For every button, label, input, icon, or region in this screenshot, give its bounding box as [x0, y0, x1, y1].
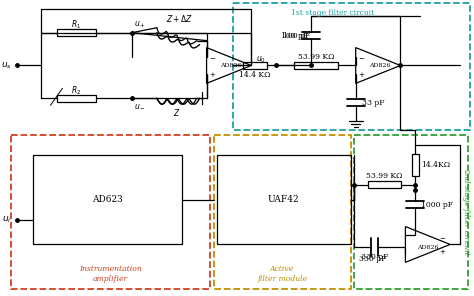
Bar: [243, 62, 266, 69]
Text: 33 pF: 33 pF: [362, 99, 384, 107]
Text: 1000 pF: 1000 pF: [421, 201, 453, 209]
Text: $-$: $-$: [358, 52, 365, 61]
Text: $u_i$: $u_i$: [2, 214, 12, 225]
Text: 330 pF: 330 pF: [359, 255, 386, 263]
Text: $u_s$: $u_s$: [1, 60, 12, 71]
Bar: [294, 62, 338, 69]
Bar: [367, 181, 401, 188]
Text: AD826: AD826: [417, 245, 438, 250]
Text: $-$: $-$: [438, 234, 446, 242]
Text: 2nd stage filter circuit: 2nd stage filter circuit: [462, 168, 470, 255]
Text: $+$: $+$: [358, 70, 365, 79]
Text: 14.4 KΩ: 14.4 KΩ: [239, 71, 271, 79]
Text: UAF42: UAF42: [268, 195, 300, 204]
Text: $+$: $+$: [209, 70, 216, 79]
Text: $u_+$: $u_+$: [134, 20, 146, 30]
Text: amplifier: amplifier: [92, 275, 128, 283]
Text: AD826: AD826: [369, 63, 391, 68]
Bar: [354, 135, 468, 289]
Text: 330 pF: 330 pF: [361, 253, 388, 261]
Bar: [213, 135, 351, 289]
Text: $Z+\Delta Z$: $Z+\Delta Z$: [166, 13, 193, 24]
Text: Active: Active: [270, 265, 294, 273]
Bar: [57, 95, 96, 102]
Text: $+$: $+$: [438, 247, 446, 256]
Text: $-$: $-$: [209, 52, 216, 61]
Bar: [233, 3, 470, 130]
Text: AD623: AD623: [92, 195, 123, 204]
Text: AD826: AD826: [220, 63, 242, 68]
Text: $u_0$: $u_0$: [256, 54, 266, 65]
Bar: [57, 29, 96, 36]
Bar: [33, 155, 182, 244]
Text: 100 pF: 100 pF: [281, 32, 308, 40]
Text: 1st stage filter circuit: 1st stage filter circuit: [291, 9, 374, 17]
Text: $R_2$: $R_2$: [71, 84, 82, 96]
Text: $R_1$: $R_1$: [71, 18, 82, 31]
Text: filter module: filter module: [257, 275, 307, 283]
Text: 53.99 KΩ: 53.99 KΩ: [298, 52, 334, 61]
Bar: [412, 154, 419, 176]
Bar: [217, 155, 351, 244]
Text: Instrumentation: Instrumentation: [79, 265, 142, 273]
Text: 100 pF: 100 pF: [283, 32, 310, 40]
Text: 53.99 KΩ: 53.99 KΩ: [366, 172, 403, 180]
Text: 14.4KΩ: 14.4KΩ: [421, 161, 450, 169]
Text: $Z$: $Z$: [173, 107, 181, 118]
Text: $u_-$: $u_-$: [134, 102, 146, 110]
Bar: [11, 135, 210, 289]
